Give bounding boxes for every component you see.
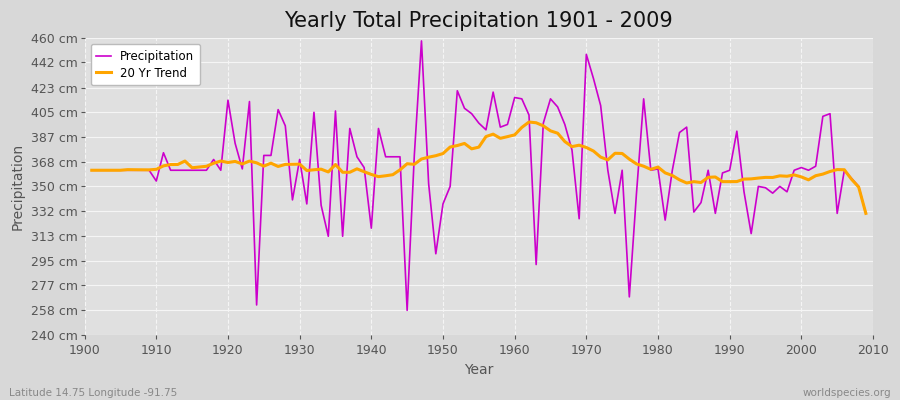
Legend: Precipitation, 20 Yr Trend: Precipitation, 20 Yr Trend [91, 44, 200, 86]
Precipitation [517, 96, 527, 101]
Precipitation [302, 202, 312, 206]
Precipitation [860, 211, 871, 216]
20 Yr Trend [602, 158, 613, 162]
Precipitation [524, 113, 535, 118]
Line: Precipitation: Precipitation [92, 41, 866, 310]
20 Yr Trend [302, 168, 312, 173]
Precipitation [345, 126, 356, 131]
Precipitation [401, 308, 412, 313]
Y-axis label: Precipitation: Precipitation [11, 143, 25, 230]
20 Yr Trend [144, 168, 155, 172]
Text: Latitude 14.75 Longitude -91.75: Latitude 14.75 Longitude -91.75 [9, 388, 177, 398]
20 Yr Trend [509, 132, 520, 137]
X-axis label: Year: Year [464, 363, 493, 377]
20 Yr Trend [345, 170, 356, 175]
20 Yr Trend [86, 168, 97, 173]
20 Yr Trend [860, 211, 871, 216]
Precipitation [86, 168, 97, 173]
Precipitation [609, 211, 620, 216]
Title: Yearly Total Precipitation 1901 - 2009: Yearly Total Precipitation 1901 - 2009 [284, 11, 673, 31]
Line: 20 Yr Trend: 20 Yr Trend [92, 122, 866, 213]
Text: worldspecies.org: worldspecies.org [803, 388, 891, 398]
20 Yr Trend [524, 120, 535, 124]
Precipitation [144, 168, 155, 173]
Precipitation [416, 38, 427, 43]
20 Yr Trend [502, 134, 513, 139]
